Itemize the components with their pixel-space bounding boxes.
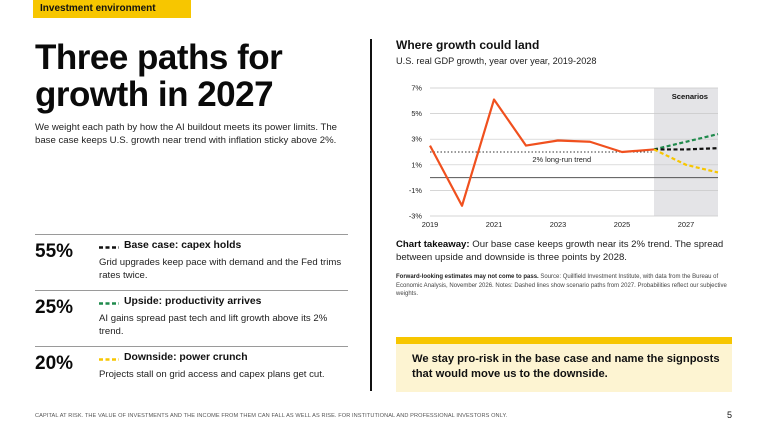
x-tick-label: 2023 (550, 220, 566, 229)
scenario-shaded-region (654, 88, 718, 216)
takeaway-label: Chart takeaway: (396, 239, 470, 250)
dash-legend-icon (99, 358, 119, 361)
y-tick-label: 3% (411, 135, 422, 144)
dash-legend-icon (99, 246, 119, 249)
scenario-description: Grid upgrades keep pace with demand and … (99, 257, 342, 281)
x-tick-label: 2025 (614, 220, 630, 229)
column-divider (370, 39, 372, 391)
y-tick-label: 7% (411, 84, 422, 93)
scenario-probability: 55% (35, 241, 74, 262)
y-tick-label: -1% (409, 186, 423, 195)
x-tick-label: 2027 (678, 220, 694, 229)
scenario-base: 55% Base case: capex holds Grid upgrades… (35, 234, 348, 290)
scenario-region-label: Scenarios (672, 92, 708, 101)
page-title: Three paths for growth in 2027 (35, 38, 283, 114)
downside-scenario-line (653, 148, 719, 174)
scenario-name: Downside: power crunch (124, 352, 248, 363)
chart-source-note: Forward-looking estimates may not come t… (396, 273, 734, 299)
scenario-probability: 20% (35, 353, 74, 374)
y-tick-label: 5% (411, 109, 422, 118)
footer-disclaimer: CAPITAL AT RISK. THE VALUE OF INVESTMENT… (35, 413, 508, 419)
scenario-name: Base case: capex holds (124, 240, 242, 251)
scenario-description: Projects stall on grid access and capex … (99, 369, 325, 380)
y-tick-label: -3% (409, 212, 423, 221)
trend-reference-label: 2% long-run trend (532, 155, 591, 164)
gdp-growth-chart: Scenarios 7% 5% 3% 1% -1% -3%2019 2021 2023 2025 2… (409, 84, 719, 229)
y-tick-label: 1% (411, 160, 422, 169)
chart-takeaway: Chart takeaway: Our base case keeps grow… (396, 238, 732, 264)
base-scenario-line (654, 147, 719, 151)
section-tag: Investment environment (33, 0, 191, 18)
callout-box: We stay pro-risk in the base case and na… (396, 337, 732, 392)
scenario-upside: 25% Upside: productivity arrives AI gain… (35, 290, 348, 346)
chart-title: Where growth could land (396, 38, 540, 52)
scenario-description: AI gains spread past tech and lift growt… (99, 313, 328, 337)
history-series-line (429, 98, 655, 207)
dash-legend-icon (99, 302, 119, 305)
scenario-name: Upside: productivity arrives (124, 296, 262, 307)
x-tick-label: 2019 (422, 220, 438, 229)
scenario-downside: 20% Downside: power crunch Projects stal… (35, 346, 348, 394)
source-text: Source: Quillfield Investment Institute,… (396, 274, 727, 297)
takeaway-text: Our base case keeps growth near its 2% t… (396, 239, 724, 263)
chart-subtitle: U.S. real GDP growth, year over year, 20… (396, 56, 597, 66)
scenario-probability: 25% (35, 297, 74, 318)
callout-text: We stay pro-risk in the base case and na… (412, 353, 720, 380)
upside-scenario-line (653, 133, 719, 151)
page-number: 5 (727, 410, 733, 420)
x-tick-label: 2021 (486, 220, 502, 229)
disclaimer-label: Forward-looking estimates may not come t… (396, 274, 539, 280)
intro-text: We weight each path by how the AI buildo… (35, 122, 338, 146)
